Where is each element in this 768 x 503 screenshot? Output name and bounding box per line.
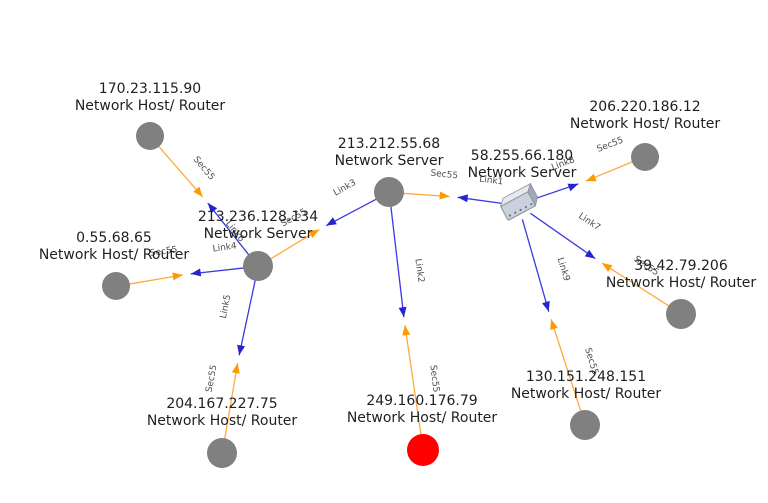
node-ip-label: 204.167.227.75 <box>166 396 277 412</box>
link-line-blue[interactable] <box>530 212 596 260</box>
node-circle-default[interactable] <box>207 438 237 468</box>
link-sec-label: Sec55 <box>204 364 219 393</box>
node-type-label: Network Host/ Router <box>147 413 298 429</box>
link-line-blue[interactable] <box>207 202 251 257</box>
link-name-label: Link7 <box>576 211 602 233</box>
node-circle-alert[interactable] <box>407 434 439 466</box>
arrowhead-orange <box>550 319 558 331</box>
node-ip-label: 249.160.176.79 <box>366 393 477 409</box>
arrowhead-blue <box>190 268 202 277</box>
link-sec-label: Sec55 <box>149 245 178 259</box>
arrowhead-blue <box>237 344 246 356</box>
node-ip-label: 130.151.248.151 <box>526 369 646 385</box>
node-type-label: Network Host/ Router <box>511 386 662 402</box>
node-type-label: Network Host/ Router <box>347 410 498 426</box>
link-line-orange[interactable] <box>157 144 204 198</box>
node-ip-label: 206.220.186.12 <box>589 99 700 115</box>
node-type-label: Network Host/ Router <box>75 98 226 114</box>
node-circle-default[interactable] <box>666 299 696 329</box>
link-group-link2: Link2 Sec55 <box>390 204 441 437</box>
node-type-label: Network Server <box>335 153 444 169</box>
arrowhead-blue <box>457 194 468 203</box>
node-type-label: Network Server <box>204 226 313 242</box>
node-ip-label: 170.23.115.90 <box>99 81 201 97</box>
arrowhead-blue <box>207 203 218 214</box>
arrowhead-orange <box>193 186 203 197</box>
arrowhead-orange <box>585 173 597 182</box>
arrowhead-orange <box>308 229 320 238</box>
link-line-orange[interactable] <box>601 262 671 308</box>
link-name-label: Link9 <box>555 256 572 282</box>
node-type-label: Network Host/ Router <box>606 275 757 291</box>
node-ip-label: 213.212.55.68 <box>338 136 440 152</box>
arrowhead-blue <box>398 306 407 318</box>
arrowhead-blue <box>326 217 337 226</box>
arrowhead-orange <box>601 263 613 272</box>
link-name-label: Link2 <box>412 258 425 283</box>
link-name-label: Link1 <box>479 175 504 188</box>
arrowhead-blue <box>567 183 579 192</box>
link-line-orange[interactable] <box>550 319 582 413</box>
node-ip-label: 58.255.66.180 <box>471 148 573 164</box>
node-circle-default[interactable] <box>631 143 659 171</box>
link-name-label: Link3 <box>332 178 358 198</box>
node-ip-label: 213.236.128.134 <box>198 209 318 225</box>
arrowhead-orange <box>439 191 450 200</box>
link-group-link1: Link1 Sec55 <box>401 169 504 205</box>
node-ip-label: 0.55.68.65 <box>76 230 152 246</box>
arrowhead-blue <box>542 300 550 312</box>
node-type-label: Network Host/ Router <box>570 116 721 132</box>
link-line-blue[interactable] <box>238 278 257 356</box>
node-circle-default[interactable] <box>570 410 600 440</box>
node-ip-label: 39.42.79.206 <box>634 258 728 274</box>
link-sec-label: Sec55 <box>430 169 459 182</box>
node-circle-default[interactable] <box>136 122 164 150</box>
arrowhead-orange <box>172 272 183 281</box>
link-name-label: Link5 <box>219 294 233 320</box>
link-group-link4: Link4 Sec55 <box>127 241 246 285</box>
arrowhead-blue <box>584 249 596 259</box>
link-name-label: Link4 <box>212 241 238 254</box>
link-line-orange[interactable] <box>404 325 422 437</box>
node-circle-default[interactable] <box>102 272 130 300</box>
router-icon[interactable] <box>498 182 541 221</box>
node-type-label: Network Server <box>468 165 577 181</box>
link-sec-label: Sec55 <box>427 364 440 393</box>
node-circle-default[interactable] <box>243 251 273 281</box>
node-circle-default[interactable] <box>374 177 404 207</box>
link-sec-label: Sec55 <box>191 155 216 183</box>
link-sec-label: Sec55 <box>596 136 625 155</box>
link-line-blue[interactable] <box>390 204 405 318</box>
arrowhead-orange <box>402 325 411 336</box>
link-line-orange[interactable] <box>223 363 239 441</box>
arrowhead-orange <box>231 363 240 374</box>
node-type-label: Network Host/ Router <box>39 247 190 263</box>
link-line-blue[interactable] <box>521 219 550 312</box>
